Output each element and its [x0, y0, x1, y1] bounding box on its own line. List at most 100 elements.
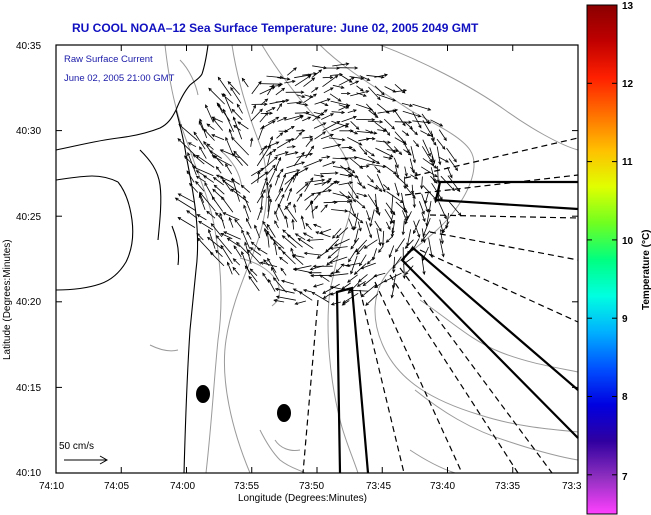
current-vector	[284, 175, 295, 193]
current-vector	[277, 203, 286, 219]
current-vector	[367, 155, 381, 164]
current-vector	[230, 86, 242, 104]
current-vector	[203, 175, 215, 183]
current-vector	[300, 215, 306, 230]
current-vector	[412, 238, 420, 251]
current-vector	[410, 166, 418, 176]
current-vector	[222, 212, 240, 221]
current-vector	[206, 236, 223, 250]
current-vector	[333, 238, 350, 247]
current-vector	[436, 185, 441, 203]
current-vector	[309, 199, 314, 219]
current-vector	[313, 122, 327, 129]
current-vector	[215, 174, 233, 183]
current-vector	[341, 300, 350, 306]
current-vector	[247, 249, 262, 265]
current-vector	[429, 147, 436, 164]
current-vector	[283, 201, 292, 211]
current-vector	[331, 120, 349, 128]
current-vector	[356, 281, 366, 287]
current-vector	[356, 118, 376, 122]
current-vector	[356, 200, 366, 209]
current-vector	[394, 83, 406, 94]
current-vector	[262, 220, 269, 231]
current-vector	[430, 167, 436, 183]
current-vector	[376, 93, 397, 102]
current-vector	[296, 102, 309, 107]
current-vector	[311, 69, 323, 78]
current-vector	[430, 138, 437, 146]
current-vector	[438, 156, 450, 163]
current-vector	[249, 137, 254, 147]
current-vector	[293, 151, 305, 167]
current-vector	[347, 166, 356, 174]
current-vector	[332, 199, 351, 204]
current-vector	[329, 291, 339, 296]
current-vector	[347, 274, 358, 283]
current-vector	[249, 268, 258, 276]
current-vector	[209, 150, 222, 159]
current-vector	[177, 193, 195, 203]
current-vector	[347, 281, 360, 294]
colorbar-tick-label: 13	[622, 1, 634, 12]
current-vector	[447, 167, 453, 179]
current-vector	[244, 265, 258, 283]
current-vector	[378, 245, 384, 253]
current-vector	[413, 220, 421, 238]
current-vector	[359, 254, 367, 267]
current-vector	[365, 221, 373, 239]
x-tick-label: 74:05	[104, 481, 129, 492]
current-vector	[267, 151, 272, 165]
current-vector	[277, 117, 288, 122]
current-vector	[357, 221, 362, 232]
current-vector	[296, 182, 309, 194]
current-vector	[331, 123, 350, 132]
current-vector	[401, 138, 410, 154]
current-vector	[374, 220, 382, 232]
current-vector	[257, 205, 263, 221]
current-vector	[338, 66, 359, 70]
x-tick-label: 74:00	[170, 481, 195, 492]
marker-dot	[277, 404, 291, 422]
current-vector	[293, 203, 297, 213]
current-vector	[243, 204, 250, 220]
current-vector	[357, 182, 367, 189]
current-vector	[231, 108, 243, 121]
current-vector	[312, 109, 328, 122]
current-vector	[275, 151, 289, 157]
current-vector	[232, 266, 240, 276]
current-vector	[274, 173, 280, 186]
current-vector	[250, 171, 269, 185]
current-vector	[386, 221, 391, 231]
plot-background	[56, 45, 578, 473]
current-vector	[221, 179, 241, 194]
current-vector	[348, 218, 355, 231]
current-vector	[422, 158, 438, 169]
current-vector	[440, 175, 455, 192]
current-vector	[183, 155, 197, 169]
current-vector	[209, 251, 225, 267]
current-vector	[240, 184, 251, 193]
current-vector	[275, 156, 282, 169]
y-axis-title: Latitude (Degrees:Minutes)	[2, 239, 13, 360]
current-vector	[356, 192, 368, 198]
current-vector	[291, 218, 295, 230]
current-vector	[294, 75, 312, 87]
current-vector	[328, 256, 348, 264]
current-vector	[335, 227, 349, 239]
current-vector	[347, 146, 357, 152]
current-vector	[228, 128, 233, 138]
current-vector	[313, 191, 321, 201]
current-vector	[385, 236, 393, 243]
current-vector	[395, 238, 405, 253]
current-vector	[357, 274, 368, 283]
current-vector	[314, 131, 327, 140]
current-vector	[277, 77, 291, 81]
current-vector	[315, 231, 331, 238]
inset-line1: Raw Surface Current	[64, 54, 153, 65]
current-vector	[356, 156, 376, 164]
current-vector	[376, 228, 382, 247]
current-vector	[404, 211, 412, 225]
current-vector	[350, 237, 360, 250]
current-vector	[304, 192, 315, 201]
